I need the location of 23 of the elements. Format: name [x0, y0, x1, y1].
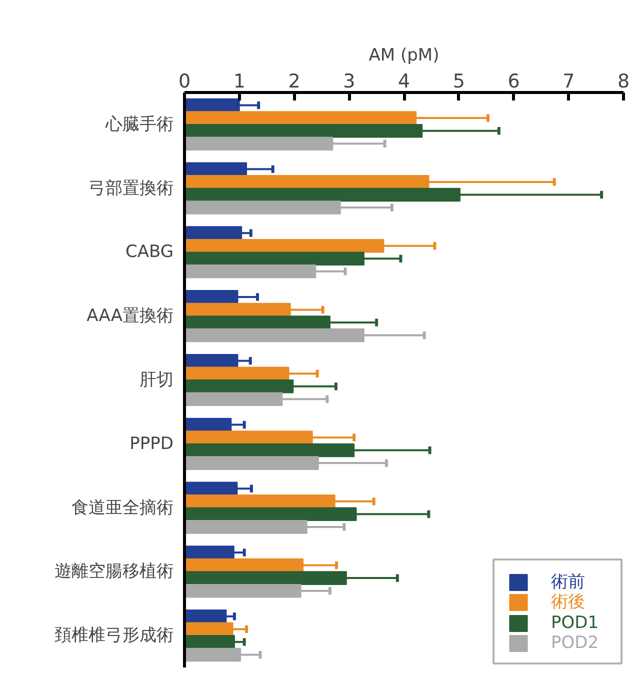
x-tick-label: 4 [398, 70, 410, 92]
y-tick-label: 弓部置換術 [88, 178, 174, 198]
legend-label: POD2 [551, 633, 599, 653]
legend-label: 術前 [551, 571, 585, 593]
x-tick-label: 3 [343, 70, 356, 92]
x-tick-label: 6 [508, 70, 520, 92]
y-tick-label: 肝切 [140, 370, 174, 390]
x-tick-label: 0 [178, 70, 191, 92]
y-tick-label: 頚椎椎弓形成術 [54, 626, 174, 646]
y-tick-label: 食道亜全摘術 [72, 498, 174, 518]
y-tick-label: AAA置換術 [86, 306, 174, 326]
x-tick-label: 5 [452, 70, 465, 92]
y-tick-label: 心臓手術 [104, 114, 174, 134]
y-tick-label: PPPD [130, 434, 174, 454]
legend-label: 術後 [551, 591, 585, 613]
y-tick-label: CABG [125, 242, 174, 262]
x-tick-label: 7 [562, 70, 575, 92]
x-tick-label: 8 [617, 70, 630, 92]
x-axis-title: AM (pM) [368, 46, 440, 66]
x-tick-label: 1 [233, 70, 246, 92]
x-tick-label: 2 [288, 70, 300, 92]
y-tick-label: 遊離空腸移植術 [54, 562, 174, 582]
legend-label: POD1 [551, 613, 599, 633]
